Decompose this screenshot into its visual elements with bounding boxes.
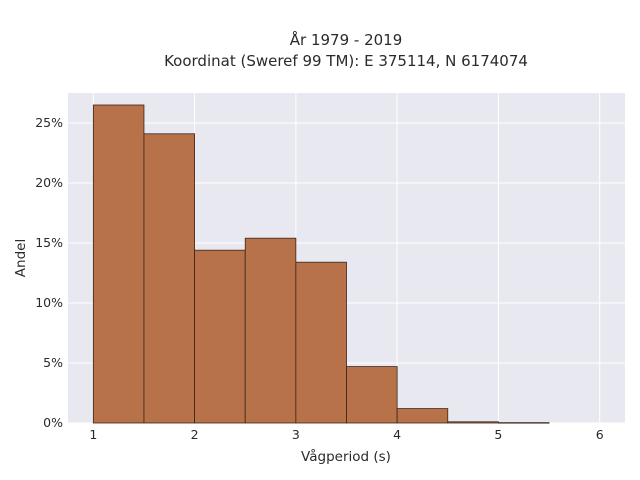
histogram-bar (346, 366, 398, 424)
x-axis-ticks: 1 2 3 4 5 6 (89, 427, 603, 442)
y-axis-ticks: 0% 5% 10% 15% 20% 25% (35, 115, 63, 430)
y-tick-label: 15% (35, 235, 63, 250)
x-tick-label: 3 (292, 427, 300, 442)
histogram-bar (244, 237, 297, 424)
x-tick-label: 1 (89, 427, 97, 442)
x-tick-label: 2 (191, 427, 199, 442)
histogram-bar (92, 104, 145, 424)
x-tick-label: 4 (393, 427, 401, 442)
y-tick-label: 20% (35, 175, 63, 190)
histogram-bar (396, 408, 449, 424)
histogram-bar (447, 421, 499, 424)
y-tick-label: 5% (43, 355, 63, 370)
x-tick-label: 6 (596, 427, 604, 442)
chart-title-line-1: År 1979 - 2019 (290, 30, 403, 49)
x-axis-label: Vågperiod (s) (301, 448, 391, 465)
y-axis-label: Andel (13, 239, 29, 277)
chart-title-line-2: Koordinat (Sweref 99 TM): E 375114, N 61… (164, 52, 528, 70)
x-tick-label: 5 (494, 427, 502, 442)
histogram-bar (498, 422, 550, 424)
y-tick-label: 0% (43, 415, 63, 430)
y-tick-label: 10% (35, 295, 63, 310)
histogram-bar (194, 249, 246, 424)
histogram-bar (143, 133, 195, 424)
histogram-bars (92, 104, 550, 424)
histogram-bar (295, 261, 347, 424)
y-tick-label: 25% (35, 115, 63, 130)
